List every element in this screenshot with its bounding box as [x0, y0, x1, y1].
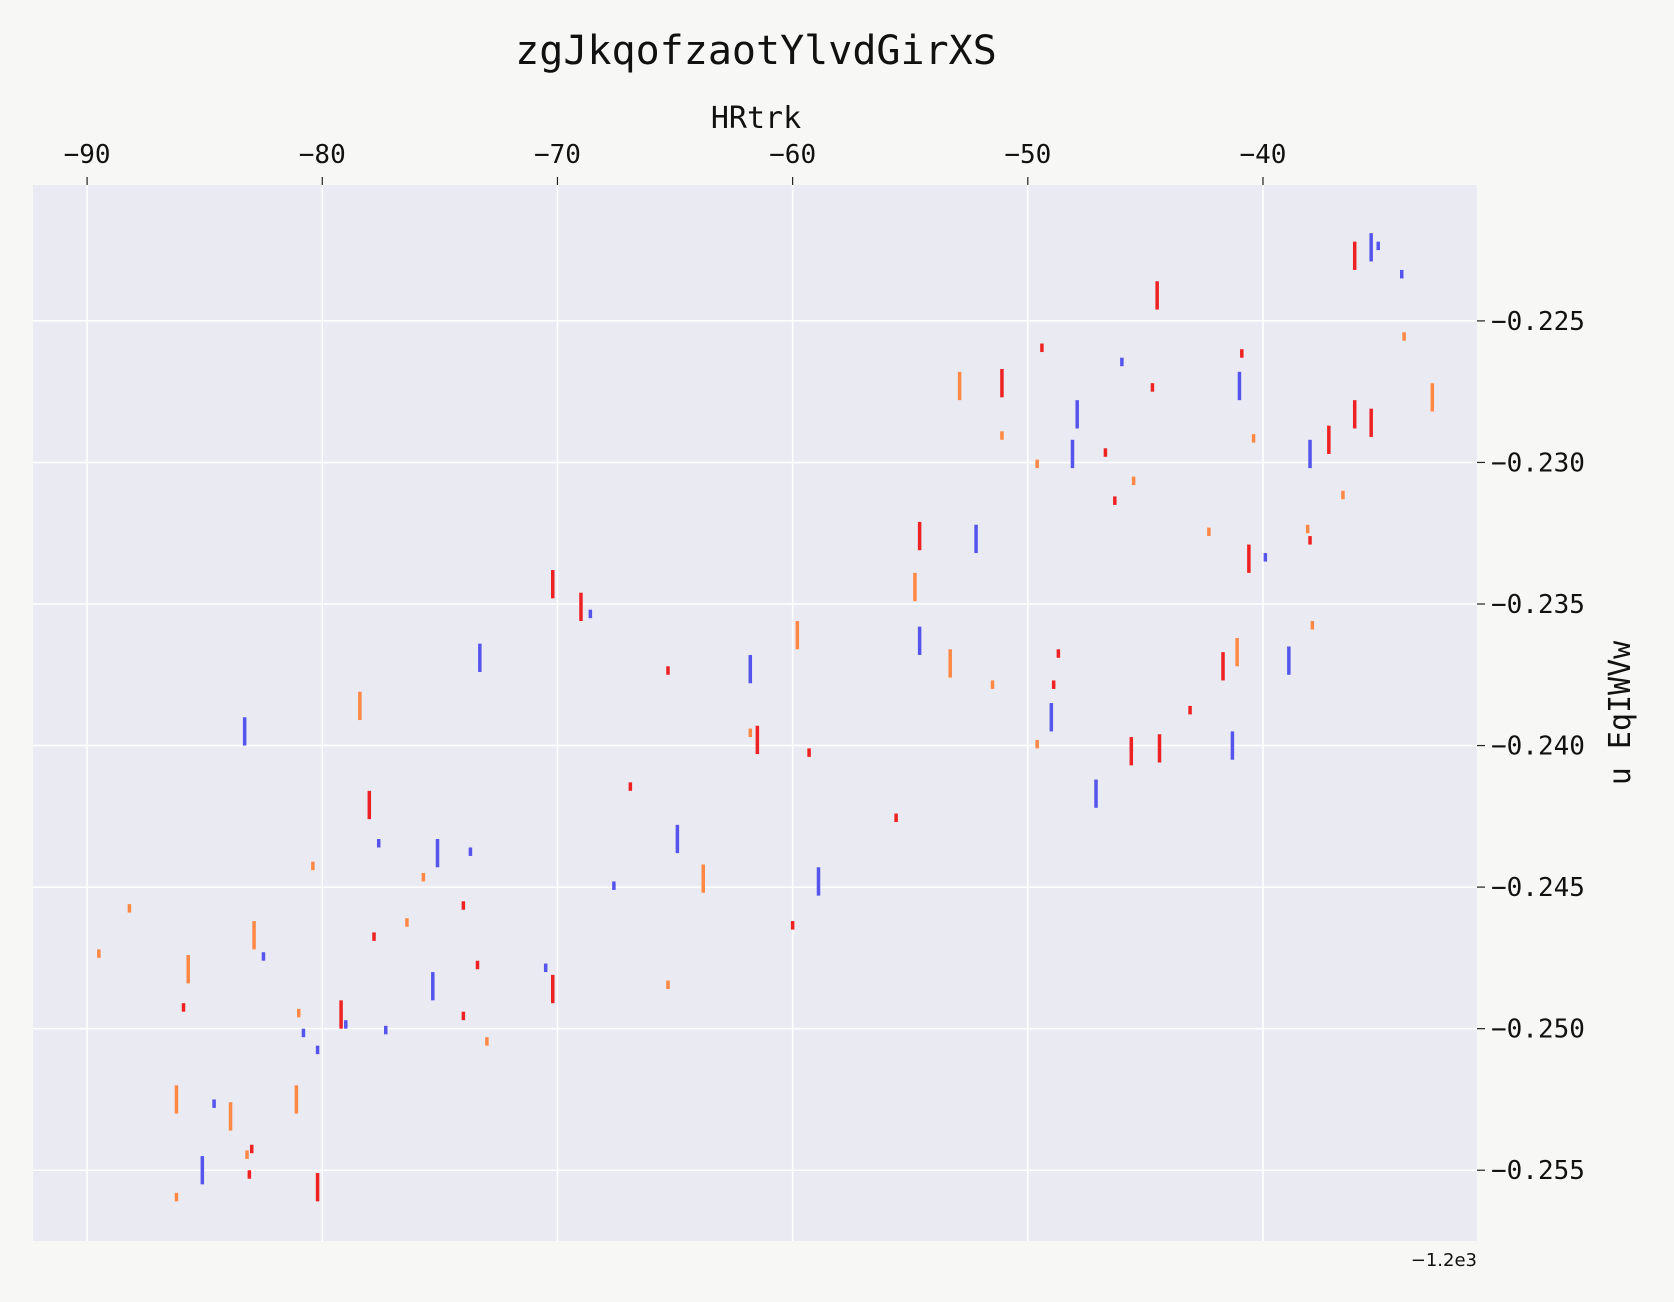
x-tick-label: −70 — [534, 140, 581, 170]
y-tick-label: −0.240 — [1491, 732, 1585, 762]
x-tick-label: −60 — [769, 140, 816, 170]
y-axis-ticks: −0.225 −0.230 −0.235 −0.240 −0.245 −0.250 −0.2… — [1477, 307, 1585, 1186]
data-marks — [97, 233, 1435, 1202]
plot-area — [33, 185, 1477, 1241]
chart-title: zgJkqofzaotYlvdGirXS — [515, 28, 997, 74]
x-axis-label: HRtrk — [711, 101, 801, 136]
y-tick-label: −0.235 — [1491, 590, 1585, 620]
x-offset-label: −1.2e3 — [1411, 1250, 1477, 1271]
x-tick-label: −80 — [299, 140, 346, 170]
x-axis-ticks: −90 −80 −70 −60 −50 −40 — [64, 140, 1287, 185]
x-tick-label: −90 — [64, 140, 111, 170]
x-tick-label: −50 — [1004, 140, 1051, 170]
y-tick-label: −0.245 — [1491, 873, 1585, 903]
y-tick-label: −0.230 — [1491, 448, 1585, 478]
x-tick-label: −40 — [1240, 140, 1287, 170]
y-axis-label: u EqIWVw — [1603, 640, 1638, 785]
y-tick-label: −0.255 — [1491, 1156, 1585, 1186]
y-tick-label: −0.225 — [1491, 307, 1585, 337]
grid-lines — [33, 185, 1477, 1241]
y-tick-label: −0.250 — [1491, 1015, 1585, 1045]
